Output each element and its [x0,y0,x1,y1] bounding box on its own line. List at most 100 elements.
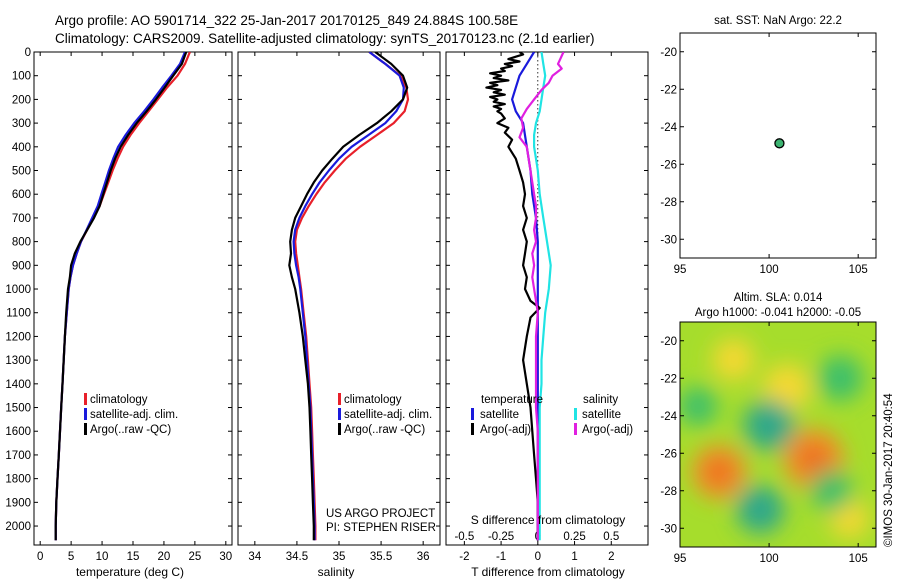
salinity-legend: climatology satellite-adj. clim. Argo(..… [338,393,432,436]
diff-xtick-label: -1 [496,551,506,563]
temp-xtick-label: 30 [219,551,232,563]
legend-label-t-argo: Argo(-adj) [480,424,531,436]
depth-tick-label: 1600 [5,426,31,438]
legend-swatch-t-satellite [471,408,474,420]
temp-xtick-label: 10 [96,551,109,563]
sla-map-ytick-label: -22 [660,373,677,385]
sla-map-xtick-label: 95 [674,553,687,565]
legend-swatch-s-satellite [574,408,577,420]
sal-xtick-label: 36 [417,551,430,563]
sla-anomaly-core [709,462,729,482]
sla-map-xtick-label: 100 [759,553,778,565]
sla-map-subtitle: Argo h1000: -0.041 h2000: -0.05 [695,307,861,319]
temp-series-argo-raw-qc- [54,52,188,541]
legend-label-s-argo: Argo(-adj) [582,424,633,436]
depth-tick-label: 1100 [6,308,31,320]
sst-map-xtick-label: 105 [849,264,868,276]
sst-map-ytick-label: -30 [660,234,677,246]
sla-map-xtick-label: 105 [849,553,868,565]
sst-map-title: sat. SST: NaN Argo: 22.2 [714,15,842,27]
depth-tick-label: 1400 [5,379,31,391]
legend-label-argo: Argo(..raw -QC) [344,424,425,436]
sal-xtick-label: 34 [248,551,261,563]
sla-anomaly [680,386,718,426]
diff-xtick-label: 0 [535,551,541,563]
temperature-xlabel: temperature (deg C) [76,565,184,579]
sla-map-title: Altim. SLA: 0.014 [734,292,823,304]
sst-map-ytick-label: -22 [660,84,677,96]
sst-map-ytick-label: -26 [660,159,677,171]
difference-xlabel-top: S difference from climatology [471,513,626,527]
sla-map-ytick-label: -20 [660,336,677,348]
credit-pi: PI: STEPHEN RISER [326,522,436,534]
sla-anomaly [743,399,795,451]
temp-xtick-label: 5 [68,551,74,563]
diff-series-s-satellite [532,52,552,541]
depth-tick-label: 100 [12,71,31,83]
diff-series-t-argo-adj- [485,52,541,541]
sla-map-axes [679,321,877,548]
sla-anomaly [810,469,853,512]
sst-map-ytick-label: -24 [660,122,677,134]
sst-map-ytick-label: -28 [660,197,677,209]
argo-float-marker [774,138,785,149]
temp-xtick-label: 0 [37,551,43,563]
depth-tick-label: 0 [25,47,31,59]
legend-swatch-climatology [338,393,341,405]
difference-legend: temperature satellite Argo(-adj) salinit… [471,394,633,436]
sal-series-argo-raw-qc- [288,52,409,541]
sal-xtick-label: 35.5 [370,551,392,563]
legend-label-climatology: climatology [90,394,148,406]
depth-tick-label: 700 [12,213,31,225]
depth-tick-label: 1300 [5,355,31,367]
depth-tick-label: 2000 [5,521,31,533]
salinity-xlabel: salinity [318,565,355,579]
copyright-text: ©IMOS 30-Jan-2017 20:40:54 [883,393,895,547]
s-diff-tick-label: 0.5 [603,531,619,543]
sla-anomaly [762,363,811,412]
salinity-axes [237,51,441,546]
depth-tick-label: 500 [12,166,31,178]
legend-label-satellite: satellite-adj. clim. [344,409,432,421]
s-diff-tick-label: 0.25 [563,531,585,543]
sla-map-ytick-label: -28 [660,486,677,498]
depth-tick-label: 200 [12,94,31,106]
depth-tick-label: 300 [12,118,31,130]
sla-anomaly [712,338,755,381]
depth-tick-label: 600 [12,189,31,201]
header-line-1: Argo profile: AO 5901714_322 25-Jan-2017… [55,13,518,28]
temp-xtick-label: 25 [188,551,201,563]
legend-swatch-s-argo [574,423,577,435]
sst-map-xtick-label: 100 [759,264,778,276]
sla-map-ytick-label: -30 [660,523,677,535]
sla-anomaly [736,485,785,534]
depth-tick-label: 1700 [5,450,31,462]
depth-tick-label: 1000 [5,284,31,296]
temp-xtick-label: 20 [158,551,171,563]
depth-tick-label: 1200 [5,331,31,343]
legend-label-s-satellite: satellite [582,409,621,421]
credit-project: US ARGO PROJECT [326,508,435,520]
diff-xtick-label: 2 [608,551,614,563]
sla-anomaly-core [803,448,825,470]
legend-title-salinity: salinity [583,394,618,406]
difference-xlabel: T difference from climatology [471,565,625,579]
diff-xtick-label: 1 [571,551,577,563]
depth-tick-label: 900 [12,260,31,272]
depth-tick-label: 1900 [5,497,31,509]
temperature-legend: climatology satellite-adj. clim. Argo(..… [84,393,178,436]
sst-map-xtick-label: 95 [674,264,687,276]
legend-swatch-argo [338,423,341,435]
sla-map-ytick-label: -26 [660,448,677,460]
legend-swatch-satellite [338,408,341,420]
s-diff-tick-label: -0.25 [488,531,514,543]
temp-xtick-label: 15 [127,551,140,563]
depth-tick-label: 800 [12,237,31,249]
sla-map-ytick-label: -24 [660,411,677,423]
sal-xtick-label: 34.5 [286,551,308,563]
sla-anomaly [817,355,863,401]
sal-xtick-label: 35 [333,551,346,563]
legend-swatch-satellite [84,408,87,420]
depth-tick-label: 1800 [5,474,31,486]
